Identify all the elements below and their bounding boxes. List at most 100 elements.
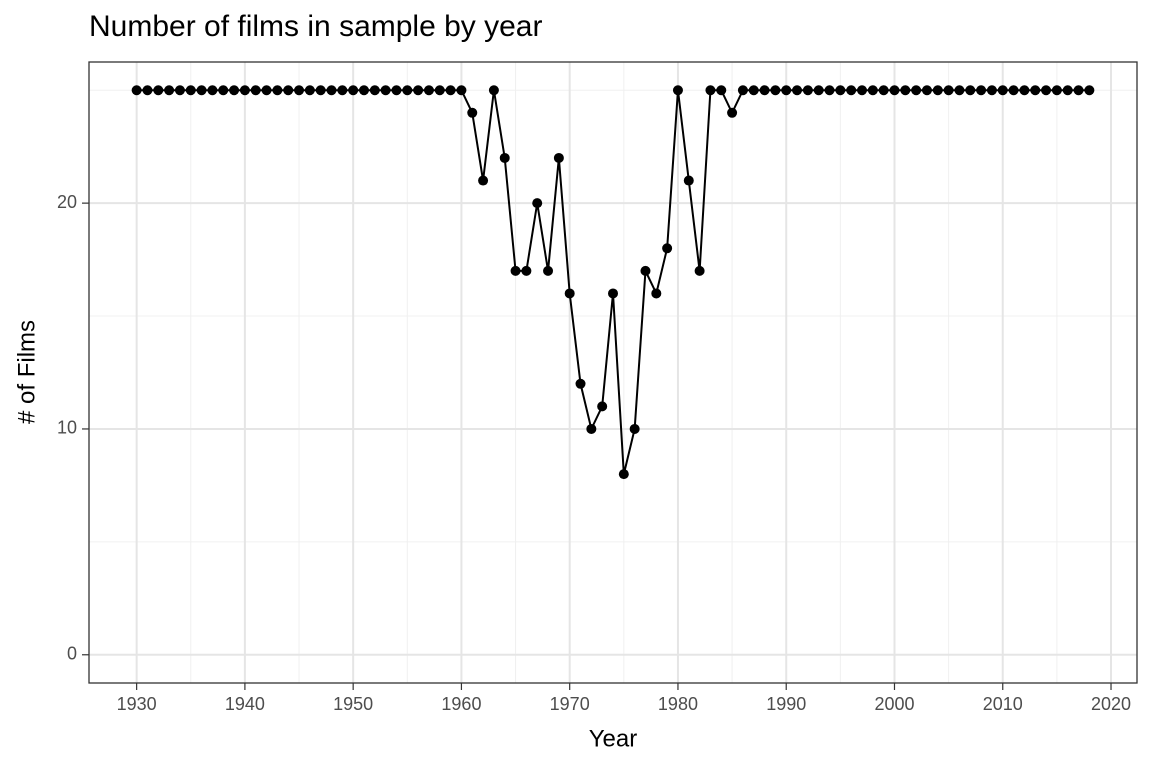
point: [867, 85, 878, 96]
point: [954, 85, 965, 96]
point: [683, 175, 694, 186]
point: [781, 85, 792, 96]
point: [943, 85, 954, 96]
y-tick-label: 0: [67, 644, 77, 664]
point: [521, 265, 532, 276]
point: [326, 85, 337, 96]
point: [824, 85, 835, 96]
point: [1008, 85, 1019, 96]
point: [727, 107, 738, 118]
point: [499, 152, 510, 163]
point: [705, 85, 716, 96]
point: [716, 85, 727, 96]
point: [488, 85, 499, 96]
x-tick-label: 1990: [766, 694, 806, 714]
point: [759, 85, 770, 96]
point: [423, 85, 434, 96]
point: [380, 85, 391, 96]
point: [802, 85, 813, 96]
x-axis-label: Year: [589, 725, 638, 752]
point: [597, 401, 608, 412]
point: [1084, 85, 1095, 96]
point: [283, 85, 294, 96]
point: [207, 85, 218, 96]
point: [846, 85, 857, 96]
point: [294, 85, 305, 96]
point: [229, 85, 240, 96]
point: [532, 198, 543, 209]
point: [196, 85, 207, 96]
point: [478, 175, 489, 186]
point: [456, 85, 467, 96]
point: [1062, 85, 1073, 96]
x-tick-label: 1960: [441, 694, 481, 714]
point: [792, 85, 803, 96]
point: [586, 423, 597, 434]
x-tick-label: 2020: [1091, 694, 1131, 714]
point: [835, 85, 846, 96]
x-tick-label: 1940: [225, 694, 265, 714]
point: [402, 85, 413, 96]
point: [889, 85, 900, 96]
point: [348, 85, 359, 96]
point: [651, 288, 662, 299]
point: [164, 85, 175, 96]
point: [218, 85, 229, 96]
point: [174, 85, 185, 96]
point: [467, 107, 478, 118]
y-tick-label: 10: [57, 418, 77, 438]
point: [1030, 85, 1041, 96]
point: [911, 85, 922, 96]
point: [1073, 85, 1084, 96]
x-tick-label: 1930: [117, 694, 157, 714]
point: [261, 85, 272, 96]
point: [629, 423, 640, 434]
point: [185, 85, 196, 96]
point: [369, 85, 380, 96]
y-tick-label: 20: [57, 192, 77, 212]
point: [932, 85, 943, 96]
point: [315, 85, 326, 96]
y-axis-label: # of Films: [13, 320, 40, 424]
chart-title: Number of films in sample by year: [89, 10, 543, 43]
point: [564, 288, 575, 299]
point: [857, 85, 868, 96]
point: [672, 85, 683, 96]
point: [770, 85, 781, 96]
point: [748, 85, 759, 96]
point: [1019, 85, 1030, 96]
point: [608, 288, 618, 299]
point: [976, 85, 987, 96]
point: [997, 85, 1008, 96]
point: [131, 85, 142, 96]
point: [239, 85, 250, 96]
point: [434, 85, 445, 96]
point: [694, 265, 705, 276]
point: [304, 85, 315, 96]
point: [878, 85, 889, 96]
point: [662, 243, 673, 254]
point: [618, 469, 629, 480]
x-tick-label: 1950: [333, 694, 373, 714]
x-tick-label: 2000: [874, 694, 914, 714]
point: [965, 85, 976, 96]
point: [391, 85, 402, 96]
point: [543, 265, 554, 276]
point: [358, 85, 369, 96]
point: [413, 85, 424, 96]
x-tick-label: 2010: [983, 694, 1023, 714]
point: [553, 152, 564, 163]
point: [921, 85, 932, 96]
x-tick-label: 1970: [550, 694, 590, 714]
point: [272, 85, 283, 96]
point: [1041, 85, 1052, 96]
point: [737, 85, 748, 96]
point: [640, 265, 651, 276]
x-tick-label: 1980: [658, 694, 698, 714]
point: [337, 85, 348, 96]
point: [575, 378, 586, 389]
point: [142, 85, 153, 96]
point: [900, 85, 911, 96]
point: [813, 85, 824, 96]
